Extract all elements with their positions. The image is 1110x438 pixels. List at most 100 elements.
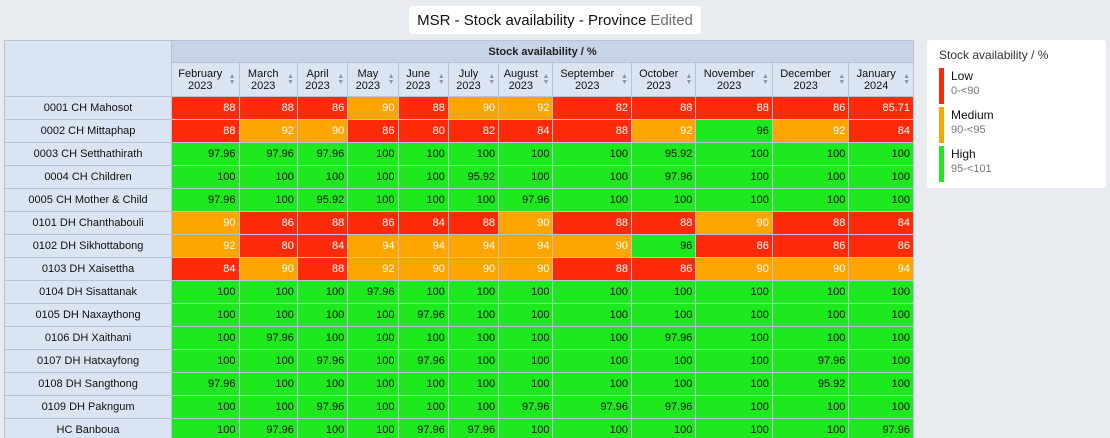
table-cell[interactable]: 100 xyxy=(552,142,632,166)
table-cell[interactable]: 100 xyxy=(296,303,349,327)
table-cell[interactable]: 100 xyxy=(347,372,399,396)
table-cell[interactable]: 86 xyxy=(848,234,914,258)
table-cell[interactable]: 100 xyxy=(296,418,349,438)
table-cell[interactable]: 85.71 xyxy=(848,96,914,120)
table-cell[interactable]: 100 xyxy=(447,303,500,327)
column-header-february-2023[interactable]: February 2023 ▲ ▼ xyxy=(171,62,240,97)
table-cell[interactable]: 100 xyxy=(447,188,500,212)
table-cell[interactable]: 90 xyxy=(447,257,500,281)
table-cell[interactable]: 100 xyxy=(347,303,399,327)
table-cell[interactable]: 100 xyxy=(397,142,449,166)
table-cell[interactable]: 86 xyxy=(296,96,349,120)
table-cell[interactable]: 97.96 xyxy=(630,326,697,350)
table-cell[interactable]: 95.92 xyxy=(771,372,850,396)
table-cell[interactable]: 100 xyxy=(447,280,500,304)
column-header-april-2023[interactable]: April 2023 ▲ ▼ xyxy=(296,62,349,97)
table-cell[interactable]: 88 xyxy=(296,257,349,281)
table-cell[interactable]: 97.96 xyxy=(347,280,399,304)
table-cell[interactable]: 100 xyxy=(498,303,554,327)
table-cell[interactable]: 100 xyxy=(347,395,399,419)
table-cell[interactable]: 88 xyxy=(630,96,697,120)
table-cell[interactable]: 97.96 xyxy=(397,349,449,373)
table-cell[interactable]: 100 xyxy=(347,326,399,350)
sort-icon[interactable]: ▲ ▼ xyxy=(542,72,550,86)
table-cell[interactable]: 88 xyxy=(171,96,240,120)
table-cell[interactable]: 100 xyxy=(397,188,449,212)
table-cell[interactable]: 88 xyxy=(238,96,298,120)
table-cell[interactable]: 100 xyxy=(498,280,554,304)
table-cell[interactable]: 96 xyxy=(695,119,773,143)
table-cell[interactable]: 100 xyxy=(347,188,399,212)
table-cell[interactable]: 84 xyxy=(498,119,554,143)
table-cell[interactable]: 100 xyxy=(397,372,449,396)
table-cell[interactable]: 100 xyxy=(447,142,500,166)
table-cell[interactable]: 100 xyxy=(498,349,554,373)
sort-icon[interactable]: ▲ ▼ xyxy=(685,72,693,86)
column-header-august-2023[interactable]: August 2023 ▲ ▼ xyxy=(498,62,554,97)
table-cell[interactable]: 100 xyxy=(695,372,773,396)
table-cell[interactable]: 100 xyxy=(771,395,850,419)
sort-icon[interactable]: ▲ ▼ xyxy=(488,72,496,86)
sort-icon[interactable]: ▲ ▼ xyxy=(286,72,294,86)
table-cell[interactable]: 100 xyxy=(347,418,399,438)
table-cell[interactable]: 100 xyxy=(238,165,298,189)
column-header-september-2023[interactable]: September 2023 ▲ ▼ xyxy=(552,62,632,97)
table-cell[interactable]: 97.96 xyxy=(238,326,298,350)
column-header-march-2023[interactable]: March 2023 ▲ ▼ xyxy=(238,62,298,97)
table-cell[interactable]: 100 xyxy=(695,165,773,189)
table-cell[interactable]: 100 xyxy=(771,326,850,350)
table-cell[interactable]: 84 xyxy=(848,211,914,235)
table-cell[interactable]: 100 xyxy=(552,165,632,189)
table-cell[interactable]: 100 xyxy=(171,418,240,438)
table-cell[interactable]: 100 xyxy=(296,326,349,350)
column-header-january-2024[interactable]: January 2024 ▲ ▼ xyxy=(848,62,914,97)
column-header-june-2023[interactable]: June 2023 ▲ ▼ xyxy=(397,62,449,97)
table-cell[interactable]: 100 xyxy=(296,280,349,304)
table-cell[interactable]: 88 xyxy=(552,211,632,235)
table-cell[interactable]: 100 xyxy=(695,326,773,350)
table-cell[interactable]: 80 xyxy=(397,119,449,143)
table-cell[interactable]: 100 xyxy=(695,418,773,438)
table-cell[interactable]: 86 xyxy=(238,211,298,235)
table-cell[interactable]: 84 xyxy=(171,257,240,281)
table-cell[interactable]: 90 xyxy=(771,257,850,281)
table-cell[interactable]: 84 xyxy=(848,119,914,143)
table-cell[interactable]: 100 xyxy=(347,142,399,166)
table-cell[interactable]: 100 xyxy=(552,326,632,350)
table-cell[interactable]: 94 xyxy=(447,234,500,258)
table-cell[interactable]: 100 xyxy=(498,142,554,166)
table-cell[interactable]: 100 xyxy=(498,372,554,396)
column-header-october-2023[interactable]: October 2023 ▲ ▼ xyxy=(630,62,697,97)
table-cell[interactable]: 100 xyxy=(347,349,399,373)
table-cell[interactable]: 100 xyxy=(552,349,632,373)
table-cell[interactable]: 96 xyxy=(630,234,697,258)
table-cell[interactable]: 90 xyxy=(238,257,298,281)
table-cell[interactable]: 100 xyxy=(630,188,697,212)
sort-icon[interactable]: ▲ ▼ xyxy=(838,72,846,86)
table-cell[interactable]: 97.96 xyxy=(296,395,349,419)
table-cell[interactable]: 100 xyxy=(447,395,500,419)
table-cell[interactable]: 100 xyxy=(848,326,914,350)
table-cell[interactable]: 97.96 xyxy=(630,165,697,189)
table-cell[interactable]: 100 xyxy=(695,188,773,212)
table-cell[interactable]: 97.96 xyxy=(397,418,449,438)
table-cell[interactable]: 100 xyxy=(397,280,449,304)
table-cell[interactable]: 100 xyxy=(552,418,632,438)
sort-icon[interactable]: ▲ ▼ xyxy=(621,72,628,86)
table-cell[interactable]: 90 xyxy=(498,257,554,281)
table-cell[interactable]: 100 xyxy=(552,372,632,396)
table-cell[interactable]: 100 xyxy=(695,349,773,373)
column-header-december-2023[interactable]: December 2023 ▲ ▼ xyxy=(771,62,850,97)
table-cell[interactable]: 97.96 xyxy=(296,142,349,166)
table-cell[interactable]: 100 xyxy=(238,280,298,304)
table-cell[interactable]: 90 xyxy=(397,257,449,281)
table-cell[interactable]: 100 xyxy=(552,188,632,212)
table-cell[interactable]: 97.96 xyxy=(498,395,554,419)
table-cell[interactable]: 100 xyxy=(695,303,773,327)
table-cell[interactable]: 100 xyxy=(848,303,914,327)
table-cell[interactable]: 88 xyxy=(447,211,500,235)
table-cell[interactable]: 100 xyxy=(630,280,697,304)
table-cell[interactable]: 90 xyxy=(695,211,773,235)
table-cell[interactable]: 100 xyxy=(771,142,850,166)
table-cell[interactable]: 100 xyxy=(171,165,240,189)
